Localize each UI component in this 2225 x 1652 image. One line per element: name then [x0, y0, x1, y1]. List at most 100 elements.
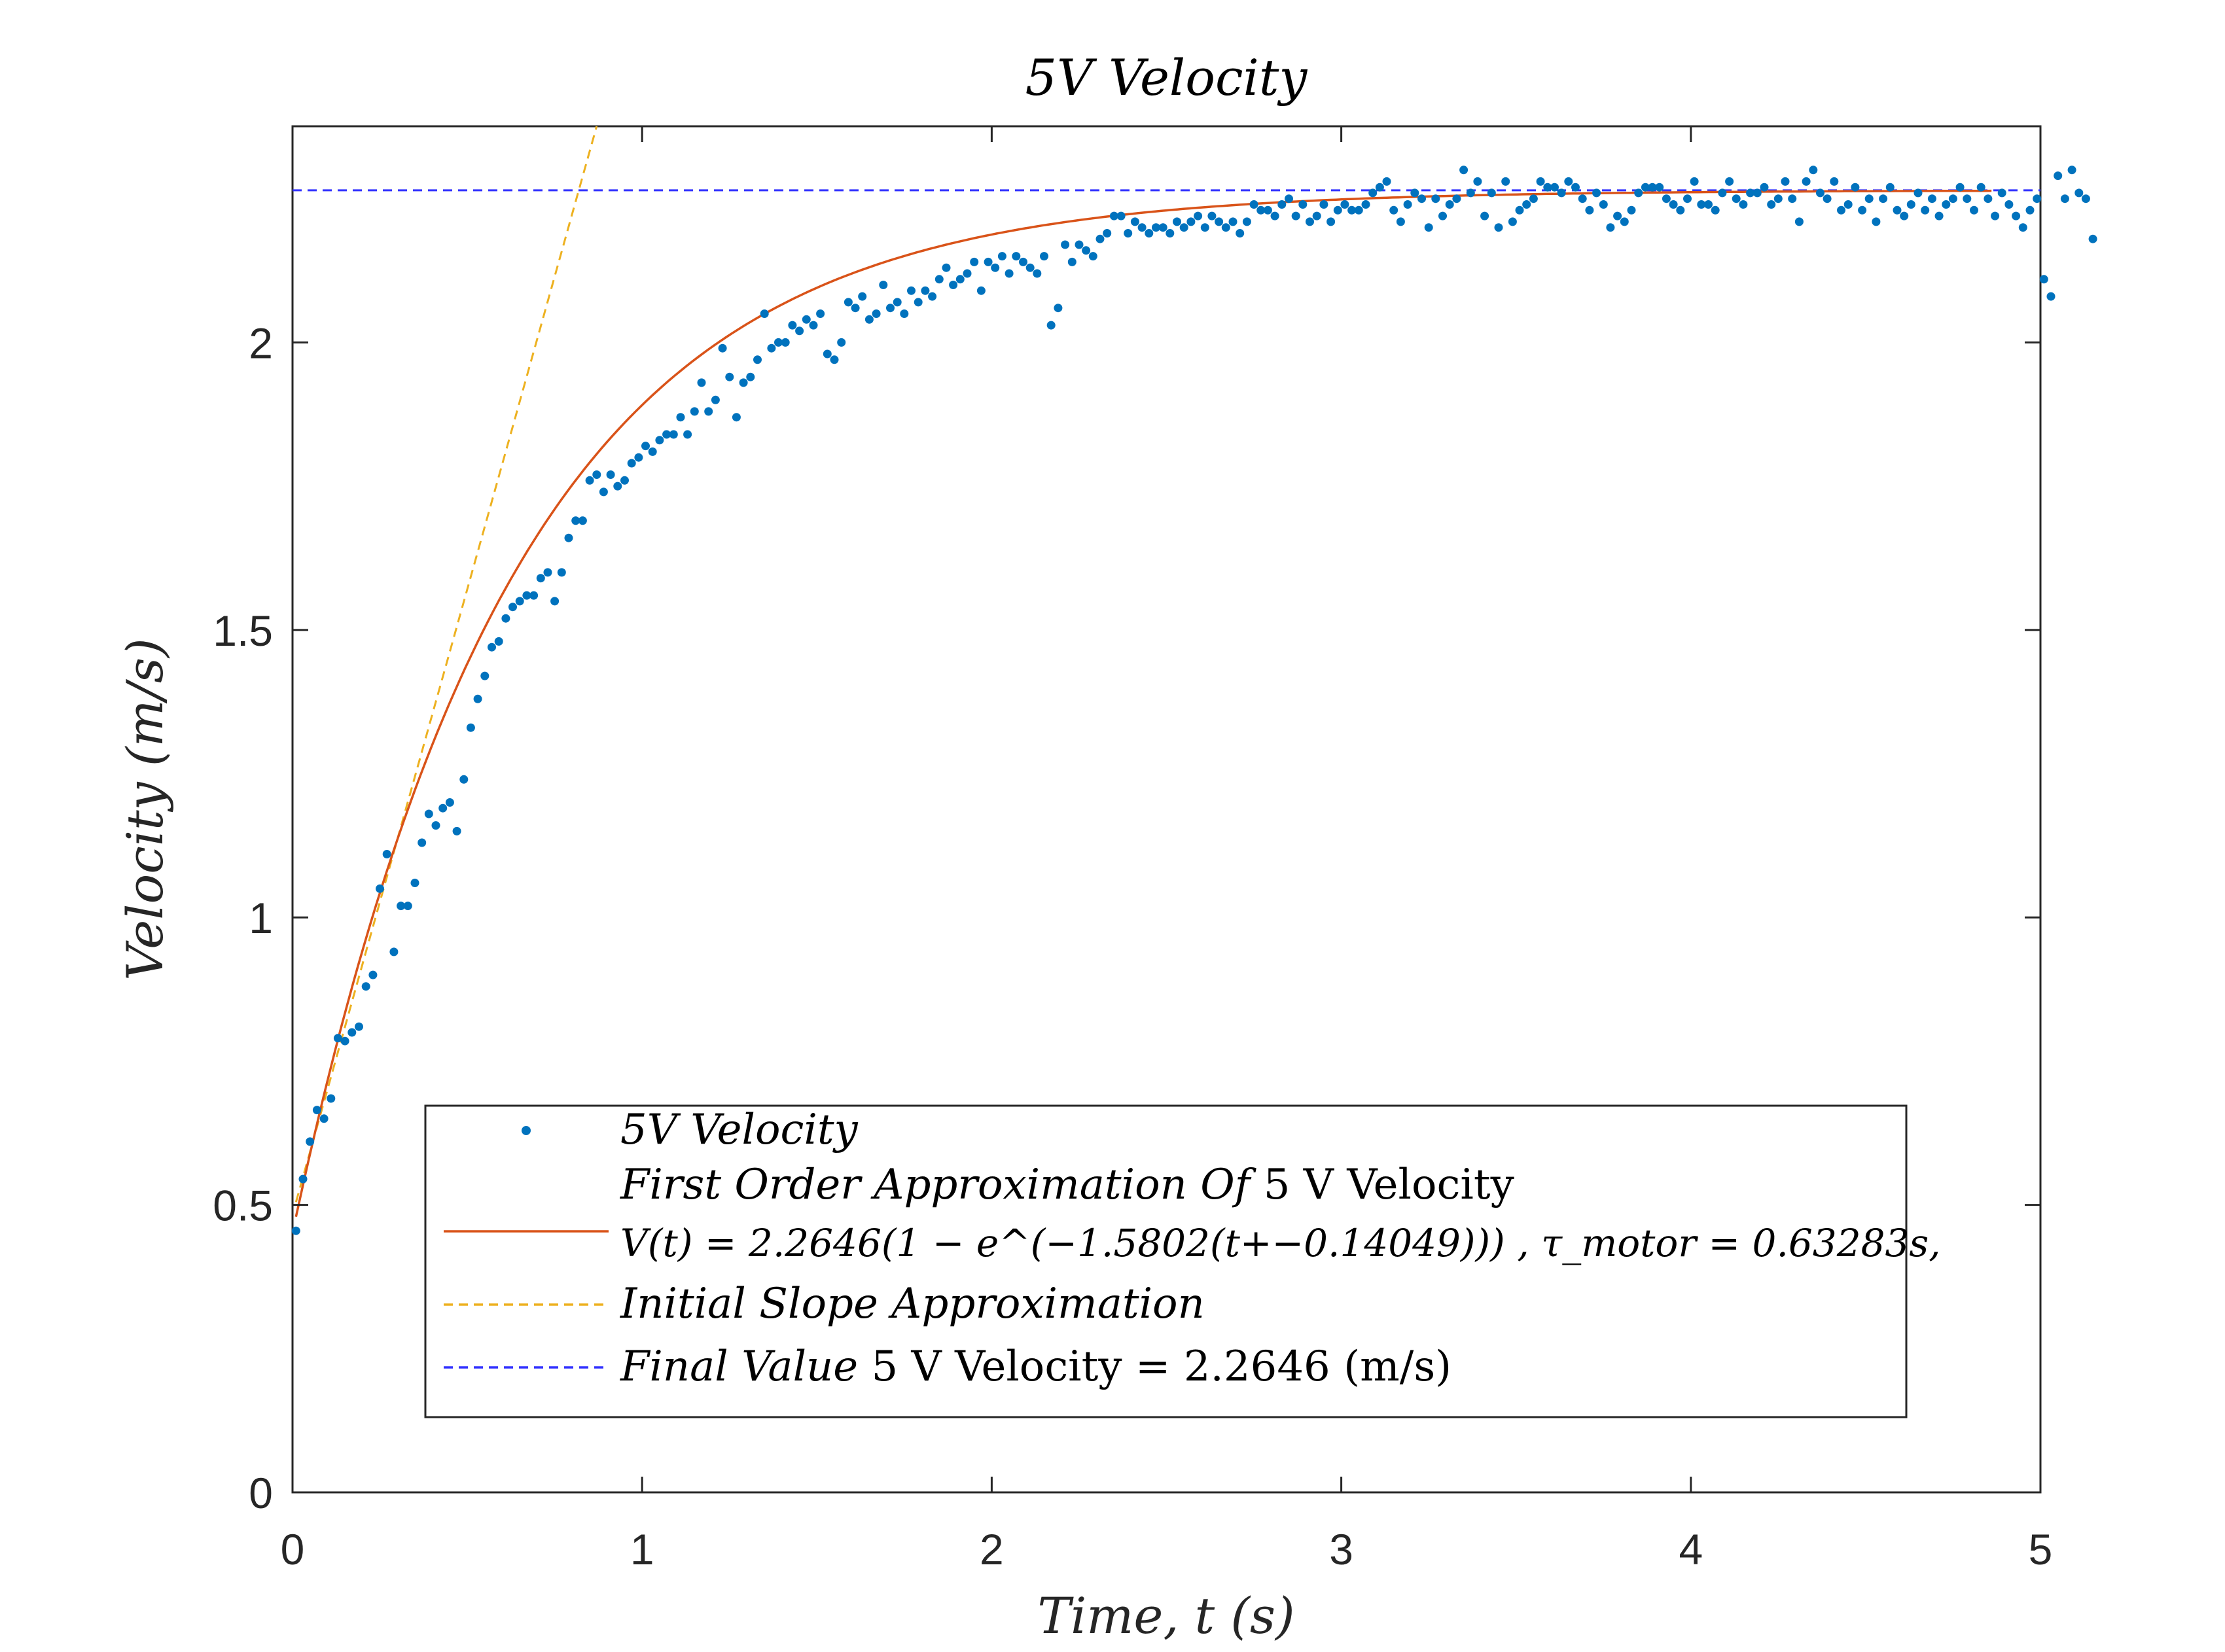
data-point: [795, 326, 804, 336]
data-point: [1599, 200, 1608, 209]
data-point: [1934, 211, 1944, 220]
y-tick-label: 1: [249, 894, 273, 942]
data-point: [1606, 223, 1615, 232]
data-point: [298, 1174, 308, 1184]
legend-label: First Order Approximation Of 5 V Velocit…: [620, 1161, 1514, 1209]
data-point: [879, 281, 888, 289]
y-axis-label-text: Velocity (m/s): [116, 638, 174, 980]
data-point: [1005, 269, 1014, 278]
data-point: [599, 487, 608, 497]
data-point: [648, 447, 657, 456]
data-point: [1753, 188, 1762, 198]
data-point: [1158, 223, 1167, 232]
data-point: [1984, 194, 1993, 203]
data-point: [508, 603, 517, 612]
x-tick-label: 3: [1329, 1525, 1353, 1573]
data-point: [928, 292, 937, 301]
data-point: [1368, 188, 1378, 198]
data-point: [1997, 188, 2006, 198]
data-point: [997, 252, 1006, 261]
data-point: [1718, 188, 1727, 198]
data-point: [1976, 183, 1985, 192]
data-point: [347, 1028, 357, 1037]
data-point: [1340, 200, 1349, 209]
data-point: [1403, 200, 1412, 209]
data-point: [1794, 217, 1804, 226]
legend-label: Initial Slope Approximation: [620, 1280, 1205, 1328]
data-point: [1508, 217, 1517, 226]
y-tick-label: 0: [249, 1469, 273, 1517]
legend-item: Initial Slope Approximation: [444, 1280, 1205, 1328]
data-point: [2067, 166, 2076, 175]
data-point: [1067, 257, 1077, 266]
data-point: [1124, 229, 1133, 237]
data-point: [1494, 223, 1503, 232]
data-point: [1347, 205, 1357, 215]
data-point: [1760, 183, 1769, 192]
data-point: [641, 442, 650, 451]
data-point: [1550, 183, 1559, 192]
data-point: [662, 430, 671, 439]
data-point: [1711, 205, 1720, 215]
data-point: [1697, 200, 1706, 209]
data-point: [1459, 166, 1468, 175]
data-point: [1571, 183, 1580, 192]
data-point: [830, 355, 839, 364]
data-point: [907, 286, 916, 295]
legend: 5V Velocity First Order Approximation Of …: [424, 1104, 1941, 1418]
data-point: [858, 292, 867, 301]
data-point: [886, 304, 895, 313]
data-point: [431, 821, 440, 830]
data-point: [1942, 200, 1951, 209]
data-point: [1116, 211, 1126, 220]
data-point: [2004, 200, 2014, 209]
data-point: [1843, 200, 1853, 209]
data-point: [1823, 194, 1832, 203]
data-point: [1452, 194, 1461, 203]
legend-box: [424, 1104, 1908, 1418]
data-point: [1872, 217, 1881, 226]
data-point: [1075, 240, 1084, 249]
data-point: [550, 597, 560, 606]
data-point: [571, 516, 580, 525]
data-point: [1445, 200, 1454, 209]
data-point: [1613, 211, 1622, 220]
data-point: [340, 1036, 349, 1046]
data-point: [1109, 211, 1118, 220]
fit-layer: [293, 126, 2040, 1218]
data-point: [739, 378, 748, 387]
data-point: [1431, 194, 1440, 203]
data-point: [970, 257, 979, 266]
data-point: [1270, 211, 1279, 220]
data-point: [1137, 223, 1147, 232]
data-point: [1851, 183, 1860, 192]
data-point: [746, 372, 755, 381]
x-axis-label: Time, t (s): [1037, 1587, 1294, 1645]
data-point: [1389, 205, 1398, 215]
legend-items: 5V Velocity First Order Approximation Of …: [444, 1106, 1941, 1391]
data-point: [802, 315, 811, 324]
data-point: [921, 286, 930, 295]
data-point: [823, 349, 832, 359]
data-point: [1578, 194, 1587, 203]
legend-label: V(t) = 2.2646(1 − e^(−1.5802(t+−0.14049)…: [620, 1221, 1941, 1265]
data-point: [480, 671, 490, 680]
data-point: [1781, 177, 1790, 186]
data-point: [1033, 269, 1042, 278]
data-point: [1236, 229, 1245, 237]
data-point: [991, 263, 1000, 272]
data-point: [781, 338, 790, 347]
data-point: [291, 1226, 300, 1235]
data-point: [327, 1094, 336, 1103]
data-point: [2025, 205, 2035, 215]
x-tick-label: 1: [630, 1525, 654, 1573]
data-point: [1186, 217, 1196, 226]
data-point: [697, 378, 706, 387]
data-point: [1277, 200, 1287, 209]
data-point: [1173, 217, 1181, 226]
data-point: [1019, 257, 1027, 266]
data-point: [1242, 217, 1251, 226]
y-axis-label: Velocity (m/s): [116, 638, 174, 980]
data-point: [1088, 252, 1097, 261]
data-point: [2054, 171, 2063, 181]
